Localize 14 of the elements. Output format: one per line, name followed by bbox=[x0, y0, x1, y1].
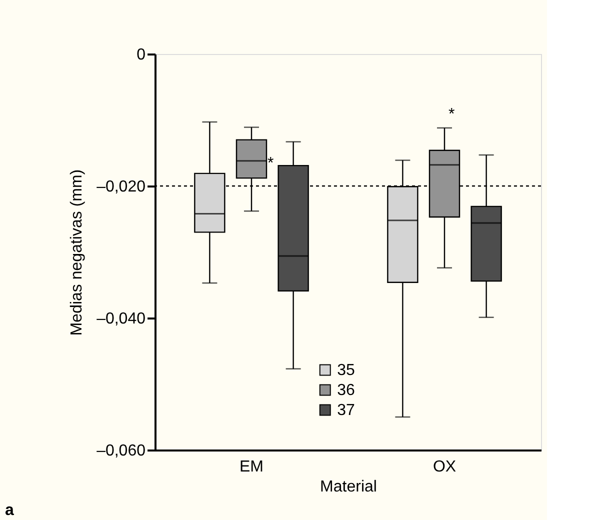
text: a bbox=[5, 502, 14, 519]
legend-label: 36 bbox=[337, 382, 356, 399]
y-tick-label: –0,020 bbox=[96, 178, 146, 196]
legend-label: 37 bbox=[337, 402, 356, 419]
x-tick-label: EM bbox=[240, 458, 264, 476]
annotation: * bbox=[268, 154, 274, 172]
y-axis-title: Medias negativas (mm) bbox=[68, 169, 86, 336]
x-tick-label: OX bbox=[432, 458, 456, 476]
x-axis-title: Material bbox=[320, 478, 377, 496]
y-tick-label: –0,060 bbox=[96, 442, 146, 460]
y-tick-label: 0 bbox=[136, 46, 146, 64]
y-tick-label: –0,040 bbox=[96, 310, 146, 328]
annotation: * bbox=[448, 106, 455, 123]
legend-label: 35 bbox=[337, 362, 356, 379]
